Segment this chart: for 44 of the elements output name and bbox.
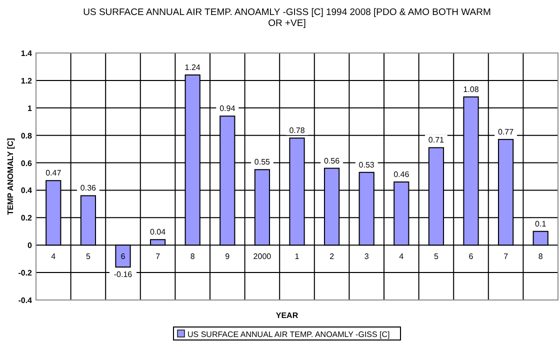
x-tick-label: 1 <box>294 252 300 262</box>
y-axis-title: TEMP ANOMALY [C] <box>6 138 15 215</box>
chart-title: US SURFACE ANNUAL AIR TEMP. ANOAMLY -GISS [C] 1994 2008 [PDO & AMO BOTH WARM OR +VE] <box>83 7 491 29</box>
x-tick-label: 4 <box>399 252 404 262</box>
y-tick-label: 1 <box>28 104 33 113</box>
x-tick-label: 7 <box>504 252 509 262</box>
data-label: 0.77 <box>498 127 514 136</box>
y-tick-label: 0 <box>28 241 33 250</box>
x-tick-label: 5 <box>434 252 439 262</box>
data-label: 0.53 <box>358 160 375 170</box>
x-tick-label: 2000 <box>253 252 272 262</box>
y-tick-label: 1.4 <box>20 49 33 58</box>
x-tick-label: 6 <box>120 252 126 262</box>
y-tick-label: 0.2 <box>20 214 33 223</box>
data-label: 0.1 <box>535 219 547 228</box>
x-tick-label: 8 <box>538 252 544 262</box>
data-label: 0.94 <box>220 104 236 114</box>
data-label: 1.08 <box>463 84 480 94</box>
legend-label: US SURFACE ANNUAL AIR TEMP. ANOAMLY -GISS [C] <box>188 330 390 339</box>
x-axis-title: YEAR <box>276 311 298 320</box>
data-label: 0.55 <box>254 158 271 167</box>
x-tick-label: 6 <box>468 252 474 262</box>
x-tick-label: 3 <box>364 252 370 262</box>
data-label: 0.47 <box>46 168 62 178</box>
data-label: 0.36 <box>80 184 97 193</box>
x-tick-label: 2 <box>330 252 335 262</box>
data-label: 0.71 <box>428 136 445 145</box>
x-tick-label: 9 <box>225 252 230 262</box>
data-label: -0.16 <box>114 270 133 280</box>
data-label: 0.46 <box>394 170 410 179</box>
x-tick-label: 4 <box>51 252 56 262</box>
data-label: 0.04 <box>150 228 166 237</box>
y-tick-label: 0.6 <box>20 158 33 168</box>
y-tick-label: 1.2 <box>20 76 33 86</box>
y-tick-label: -0.4 <box>18 296 33 305</box>
data-label: 0.56 <box>324 156 340 166</box>
data-label: 0.78 <box>289 126 306 136</box>
x-tick-label: 5 <box>86 252 91 262</box>
y-tick-label: 0.8 <box>20 131 33 140</box>
x-tick-label: 7 <box>156 252 161 262</box>
data-label: 1.24 <box>184 62 201 72</box>
x-tick-label: 8 <box>190 252 196 262</box>
y-tick-label: 0.4 <box>20 186 33 196</box>
y-tick-label: -0.2 <box>18 268 33 278</box>
